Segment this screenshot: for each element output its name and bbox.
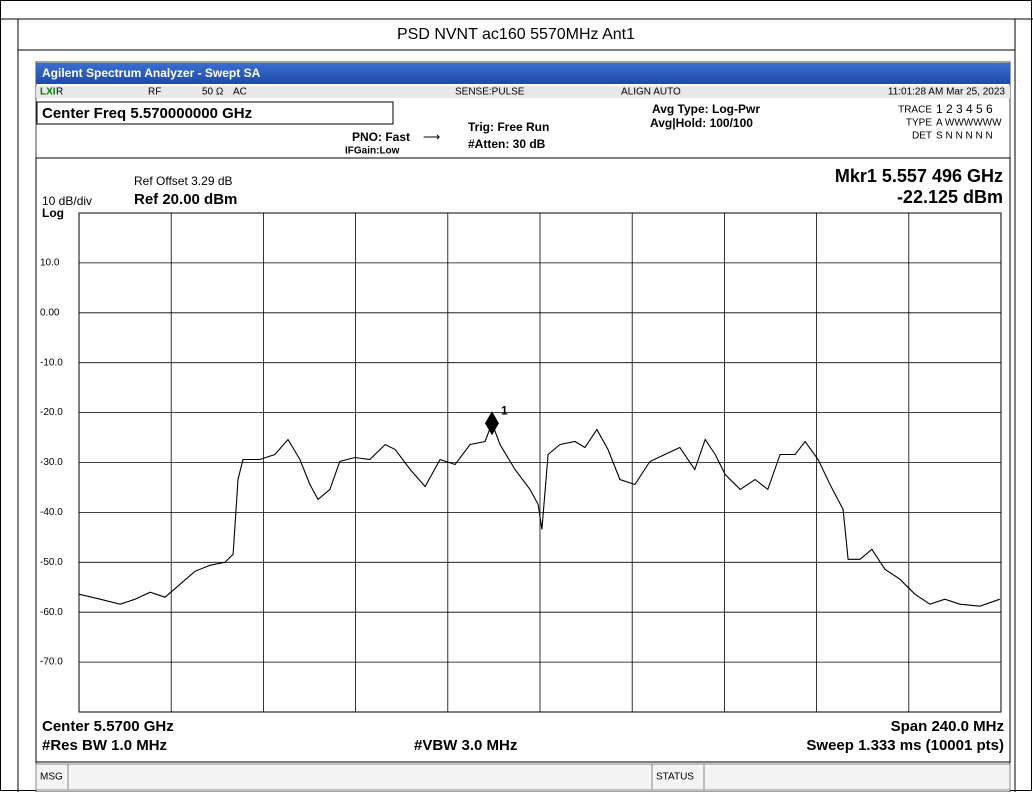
setting: IFGain:Low bbox=[345, 146, 400, 157]
status-msg: MSG bbox=[40, 772, 63, 783]
trace-values: 1 2 3 4 5 6 bbox=[936, 102, 993, 116]
center-freq-box bbox=[36, 101, 394, 125]
y-tick-label: 0.00 bbox=[40, 307, 60, 318]
y-tick-label: -70.0 bbox=[40, 657, 63, 668]
setting: #Atten: 30 dB bbox=[468, 137, 546, 151]
status-text: ALIGN AUTO bbox=[621, 87, 681, 98]
arrow-icon: ⟶ bbox=[423, 130, 440, 144]
y-tick-label: -60.0 bbox=[40, 607, 63, 618]
setting: Avg|Hold: 100/100 bbox=[650, 116, 753, 130]
marker bbox=[484, 411, 499, 436]
trace-values: A WWWWWW bbox=[936, 118, 1002, 129]
trace-label: TRACE bbox=[898, 105, 932, 116]
y-tick-label: -50.0 bbox=[40, 557, 63, 568]
marker-freq: Mkr1 5.557 496 GHz bbox=[835, 166, 1003, 186]
y-tick-label: -30.0 bbox=[40, 457, 63, 468]
footer-text: Center 5.5700 GHz bbox=[42, 718, 174, 735]
scale-type: Log bbox=[42, 206, 64, 220]
status-text: 11:01:28 AM Mar 25, 2023 bbox=[888, 87, 1006, 98]
lxi: LXI bbox=[40, 87, 56, 98]
setting: PNO: Fast bbox=[352, 130, 410, 144]
window-title: Agilent Spectrum Analyzer - Swept SA bbox=[42, 66, 261, 80]
status-bar bbox=[35, 763, 1011, 791]
footer-text: #Res BW 1.0 MHz bbox=[42, 737, 167, 754]
status-text: RF bbox=[148, 87, 161, 98]
page-title: PSD NVNT ac160 5570MHz Ant1 bbox=[397, 26, 635, 43]
setting: Trig: Free Run bbox=[468, 120, 549, 134]
status-text: 50 Ω bbox=[202, 87, 224, 98]
marker-level: -22.125 dBm bbox=[897, 187, 1003, 207]
setting: Avg Type: Log-Pwr bbox=[652, 102, 760, 116]
trace bbox=[78, 421, 1000, 607]
ref-level: Ref 20.00 dBm bbox=[134, 191, 237, 208]
marker-label: 1 bbox=[501, 403, 508, 417]
footer-text: Sweep 1.333 ms (10001 pts) bbox=[806, 737, 1004, 754]
status-row bbox=[36, 86, 1010, 98]
trace-label: DET bbox=[912, 131, 932, 142]
trace-label: TYPE bbox=[906, 118, 932, 129]
trace-values: S N N N N N bbox=[936, 131, 993, 142]
status-text: SENSE:PULSE bbox=[455, 87, 525, 98]
footer-text: Span 240.0 MHz bbox=[891, 718, 1004, 735]
status-status: STATUS bbox=[656, 772, 694, 783]
status-text: R bbox=[56, 87, 63, 98]
y-tick-label: -20.0 bbox=[40, 407, 63, 418]
y-tick-label: -40.0 bbox=[40, 507, 63, 518]
title-bar bbox=[36, 63, 1010, 84]
status-text: AC bbox=[233, 87, 247, 98]
y-tick-label: -10.0 bbox=[40, 357, 63, 368]
footer-text: #VBW 3.0 MHz bbox=[414, 737, 517, 754]
center-freq: Center Freq 5.570000000 GHz bbox=[42, 105, 252, 122]
ref-offset: Ref Offset 3.29 dB bbox=[134, 174, 233, 188]
y-tick-label: 10.0 bbox=[40, 258, 60, 269]
scale: 10 dB/div bbox=[42, 194, 92, 208]
